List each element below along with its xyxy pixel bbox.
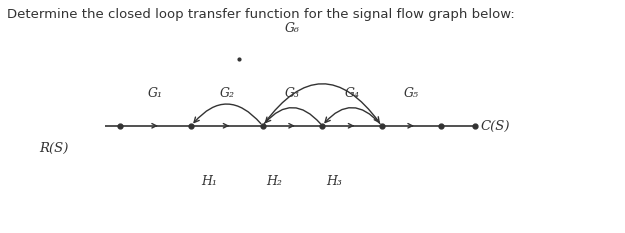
Text: H₃: H₃: [326, 175, 342, 188]
FancyArrowPatch shape: [194, 104, 261, 124]
Text: G₂: G₂: [219, 87, 234, 100]
FancyArrowPatch shape: [325, 108, 380, 124]
Text: G₆: G₆: [285, 22, 300, 35]
Text: G₃: G₃: [285, 87, 300, 100]
Text: G₁: G₁: [148, 87, 163, 100]
Text: H₂: H₂: [267, 175, 282, 188]
FancyArrowPatch shape: [266, 108, 321, 124]
Text: Determine the closed loop transfer function for the signal flow graph below:: Determine the closed loop transfer funct…: [7, 8, 514, 21]
Text: G₄: G₄: [344, 87, 359, 100]
Text: G₅: G₅: [404, 87, 419, 100]
Text: R(S): R(S): [39, 142, 69, 155]
Text: C(S): C(S): [480, 120, 509, 134]
FancyArrowPatch shape: [264, 84, 379, 123]
Text: H₁: H₁: [201, 175, 217, 188]
